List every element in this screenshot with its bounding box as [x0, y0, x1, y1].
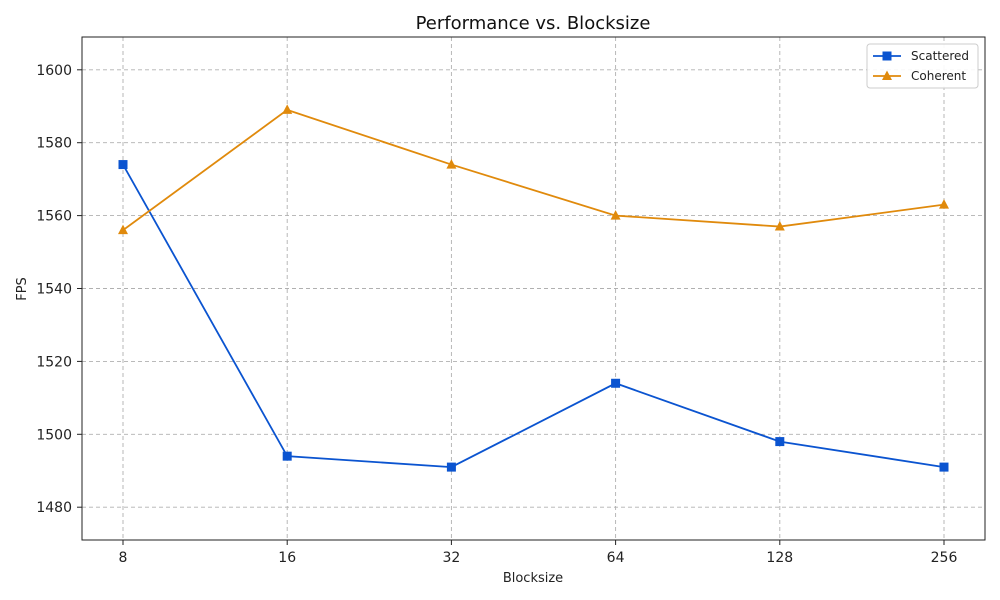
x-tick-label: 128 — [766, 550, 793, 566]
y-tick-label: 1600 — [36, 63, 72, 79]
y-tick-label: 1500 — [36, 427, 72, 443]
y-tick-label: 1520 — [36, 354, 72, 370]
y-axis-label: FPS — [15, 277, 30, 301]
data-point-scattered — [446, 462, 456, 472]
series-line-coherent — [122, 108, 945, 231]
y-tick-label: 1540 — [36, 282, 72, 298]
legend: Scattered Coherent — [866, 43, 979, 89]
data-point-scattered — [282, 451, 292, 461]
x-tick-label: 16 — [278, 550, 296, 566]
x-tick-label: 64 — [607, 550, 625, 566]
x-tick-label: 32 — [442, 550, 460, 566]
data-point-coherent — [774, 221, 785, 231]
series-group — [118, 104, 949, 472]
legend-box — [866, 43, 979, 89]
x-tick-label: 8 — [119, 550, 128, 566]
x-axis-label: Blocksize — [503, 571, 563, 586]
y-tick-label: 1560 — [36, 209, 72, 225]
data-point-coherent — [282, 104, 293, 114]
grid — [82, 37, 985, 540]
data-point-scattered — [939, 462, 949, 472]
legend-label: Coherent — [911, 69, 966, 83]
tick-labels: 8 16 32 64 128 256 1480 1500 1520 1540 1560 1580 160… — [36, 63, 957, 566]
data-point-coherent — [939, 199, 949, 209]
legend-marker — [882, 51, 892, 61]
data-point-scattered — [775, 437, 785, 447]
series-line-scattered — [122, 164, 945, 469]
data-point-coherent — [118, 224, 128, 235]
legend-label: Scattered — [911, 49, 969, 63]
data-point-coherent — [446, 159, 457, 169]
y-tick-label: 1580 — [36, 136, 72, 152]
data-point-scattered — [611, 378, 621, 388]
x-tick-label: 256 — [931, 550, 958, 566]
data-point-scattered — [118, 160, 128, 170]
chart-title: Performance vs. Blocksize — [416, 13, 651, 34]
y-tick-label: 1480 — [36, 500, 72, 516]
legend-marker — [882, 70, 892, 80]
data-point-coherent — [610, 210, 621, 220]
